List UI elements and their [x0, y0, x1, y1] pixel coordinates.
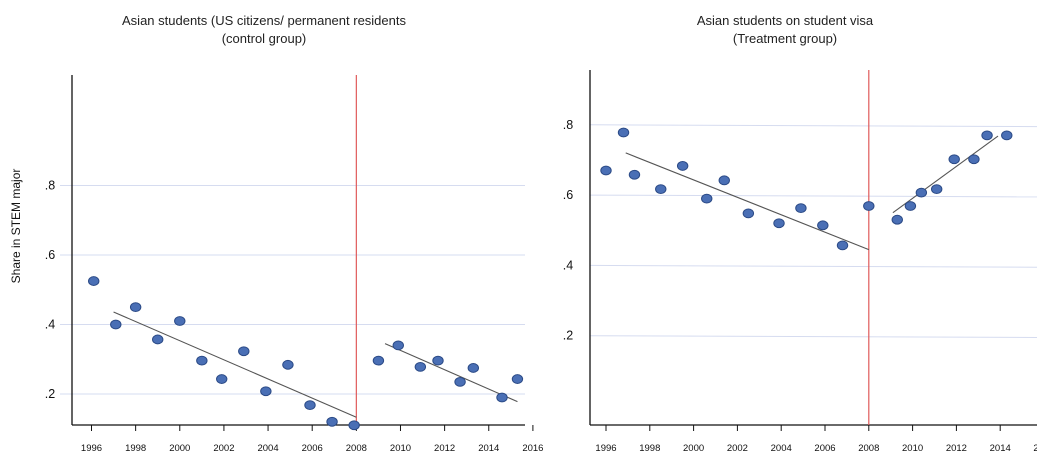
data-point	[282, 359, 294, 370]
data-point	[718, 175, 730, 186]
x-tick-label: 2012	[946, 443, 967, 453]
x-tick-label: 2002	[213, 443, 234, 453]
chart-title: Asian students on student visa	[697, 13, 874, 28]
data-point	[196, 355, 208, 366]
data-point	[948, 154, 960, 165]
y-axis-label: Share in STEM major	[9, 169, 23, 284]
data-point	[628, 169, 641, 180]
x-tick-label: 2008	[858, 443, 879, 453]
data-point	[467, 363, 480, 373]
chart-subtitle: (control group)	[222, 31, 307, 46]
data-point	[655, 184, 667, 195]
data-point	[88, 276, 100, 286]
chart-title: Asian students (US citizens/ permanent r…	[122, 13, 406, 28]
gridlines	[589, 124, 1037, 338]
data-points	[88, 276, 524, 431]
y-tick-label: .4	[563, 258, 573, 272]
data-point	[742, 208, 755, 219]
data-point	[676, 161, 689, 171]
data-point	[617, 127, 630, 138]
x-tick-label: 2012	[434, 443, 455, 453]
y-tick-label: .6	[45, 248, 55, 262]
gridline	[589, 194, 1037, 198]
data-point	[836, 240, 849, 251]
data-point	[863, 201, 875, 211]
data-point	[1001, 130, 1013, 141]
data-point	[326, 416, 338, 427]
gridline	[589, 124, 1037, 128]
data-point	[414, 361, 427, 372]
fit-lines	[625, 135, 999, 251]
data-point	[348, 420, 360, 431]
data-point	[600, 165, 612, 176]
data-point	[968, 154, 980, 165]
y-tick-label: .8	[45, 179, 55, 193]
x-tick-label: 2014	[990, 443, 1011, 453]
fit-line-post	[384, 343, 518, 403]
x-tick-label: 2010	[902, 443, 923, 453]
data-point	[304, 400, 316, 411]
x-tick-label: 2016	[522, 443, 543, 453]
data-point	[454, 376, 466, 387]
data-point	[981, 130, 993, 141]
x-tick-label: 2004	[771, 443, 792, 453]
data-point	[432, 355, 444, 366]
x-tick-label: 2006	[302, 443, 323, 453]
data-point	[392, 340, 404, 351]
chart-control-group: Asian students (US citizens/ permanent r…	[9, 13, 543, 453]
fit-line-pre	[113, 311, 357, 418]
data-point	[817, 220, 829, 231]
data-point	[372, 355, 385, 366]
data-point	[216, 374, 228, 384]
data-point	[260, 386, 272, 397]
chart-treatment-group: Asian students on student visa (Treatmen…	[563, 13, 1037, 453]
x-tick-label: 1996	[595, 443, 616, 453]
y-tick-labels: .2 .4 .6 .8	[45, 179, 55, 402]
gridlines	[60, 185, 525, 395]
data-point	[773, 218, 785, 229]
y-tick-label: .8	[563, 118, 573, 132]
fit-lines	[113, 311, 518, 418]
data-point	[904, 201, 917, 211]
data-point	[174, 316, 186, 326]
y-tick-label: .6	[563, 188, 573, 202]
x-tick-label: 2000	[169, 443, 190, 453]
x-tick-label: 1998	[125, 443, 146, 453]
data-point	[238, 346, 250, 357]
x-tick-label: 1996	[81, 443, 102, 453]
axes	[589, 70, 1037, 431]
data-point	[152, 334, 164, 345]
x-tick-label: 2010	[390, 443, 411, 453]
x-tick-label: 2004	[257, 443, 278, 453]
x-tick-labels: 1996 1998 2000 2002 2004 2006 2008 2010 2012 2014…	[81, 443, 544, 453]
data-point	[891, 214, 903, 225]
x-tick-labels: 1996 1998 2000 2002 2004 2006 2008 2010 2012 2014…	[595, 443, 1037, 453]
x-tick-label: 2006	[814, 443, 835, 453]
data-point	[915, 187, 928, 198]
y-tick-label: .4	[45, 318, 55, 332]
gridline	[589, 335, 1037, 338]
y-tick-label: .2	[563, 329, 573, 343]
y-tick-labels: .2 .4 .6 .8	[563, 118, 573, 343]
data-point	[496, 392, 508, 403]
data-point	[701, 193, 713, 204]
data-points	[600, 127, 1013, 251]
x-tick-label: 2016	[1033, 443, 1037, 453]
fit-line-pre	[625, 152, 870, 251]
data-point	[129, 302, 142, 313]
x-tick-label: 2002	[727, 443, 748, 453]
x-tick-label: 1998	[639, 443, 660, 453]
data-point	[511, 374, 524, 384]
gridline	[589, 264, 1037, 268]
data-point	[930, 184, 943, 195]
x-tick-label: 2000	[683, 443, 704, 453]
fit-line-post	[892, 135, 999, 214]
x-tick-label: 2008	[346, 443, 367, 453]
x-tick-label: 2014	[478, 443, 499, 453]
data-point	[110, 319, 122, 330]
y-tick-label: .2	[45, 387, 55, 401]
data-point	[795, 203, 807, 214]
chart-subtitle: (Treatment group)	[733, 31, 837, 46]
